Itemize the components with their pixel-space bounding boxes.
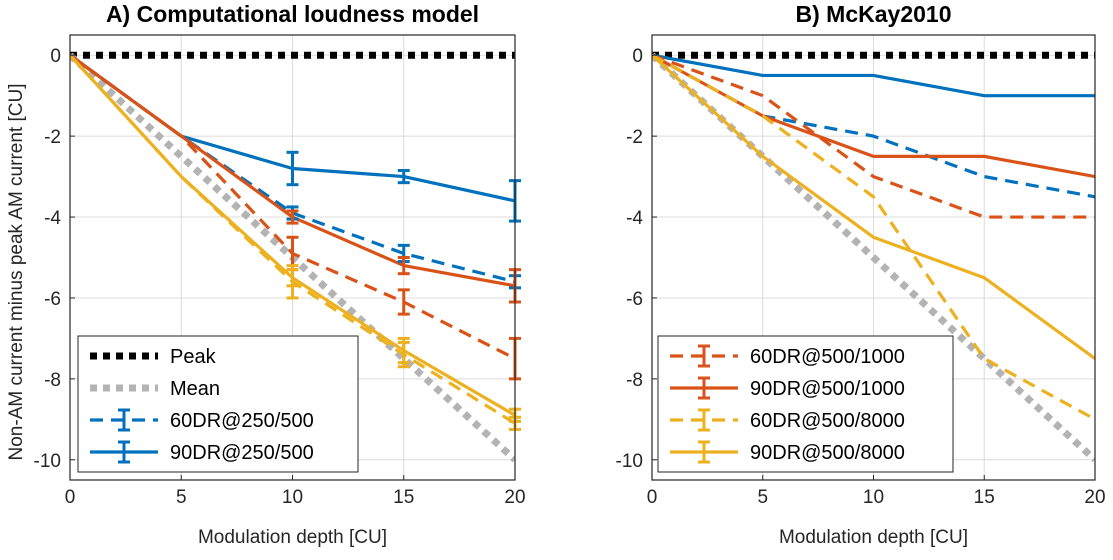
series-line-series-1 xyxy=(652,52,1095,463)
legend-label: 60DR@500/8000 xyxy=(750,410,905,432)
series-line-series-2 xyxy=(652,53,1095,98)
chart-panel-B: 0 5 10 15 20 0 -2 -4 -6 -8 -10 B) McKay2010 Modulati… xyxy=(616,1,1106,548)
y-tick-label: -2 xyxy=(626,127,643,148)
x-tick-label: 10 xyxy=(282,487,303,508)
chart-title: B) McKay2010 xyxy=(796,1,952,27)
y-tick-label: 0 xyxy=(632,46,643,67)
error-bar xyxy=(286,268,299,288)
chart-title: A) Computational loudness model xyxy=(106,1,479,27)
legend: 60DR@500/1000 90DR@500/1000 60DR@500/8000 9… xyxy=(657,335,954,473)
x-tick-label: 0 xyxy=(65,487,76,508)
legend-label: 60DR@500/1000 xyxy=(750,346,905,368)
y-tick-label: -10 xyxy=(616,451,643,472)
legend-label: Mean xyxy=(170,378,220,400)
legend-label: 90DR@500/8000 xyxy=(750,442,905,464)
series-line-60DR@500/8000 xyxy=(652,53,1095,421)
y-tick-label: -8 xyxy=(626,370,643,391)
error-bar xyxy=(286,150,299,187)
legend-box xyxy=(657,335,954,473)
x-tick-label: 0 xyxy=(647,487,658,508)
x-tick-label: 15 xyxy=(974,487,995,508)
error-bar xyxy=(286,209,299,225)
y-tick-label: -8 xyxy=(44,370,61,391)
y-tick-label: -6 xyxy=(626,289,643,310)
x-axis-label: Modulation depth [CU] xyxy=(779,527,968,548)
error-bar xyxy=(397,169,410,185)
error-bar xyxy=(397,256,410,276)
series-line-90DR@500/8000 xyxy=(652,54,1095,360)
x-tick-label: 5 xyxy=(757,487,768,508)
y-tick-label: 0 xyxy=(50,46,61,67)
y-tick-label: -6 xyxy=(44,289,61,310)
series-line-60DR@500/1000 xyxy=(652,53,1095,219)
x-tick-label: 20 xyxy=(1084,487,1105,508)
y-tick-label: -2 xyxy=(44,127,61,148)
x-tick-label: 15 xyxy=(393,487,414,508)
figure-ylabel: Non-AM current minus peak AM current [CU… xyxy=(6,84,27,461)
legend-label: Peak xyxy=(170,346,217,368)
y-tick-label: -10 xyxy=(34,451,61,472)
legend-label: 90DR@500/1000 xyxy=(750,378,905,400)
y-tick-label: -4 xyxy=(626,208,643,229)
y-tick-label: -4 xyxy=(44,208,61,229)
chart-panel-A: 0 5 10 15 20 0 -2 -4 -6 -8 -10 A) Computational lou… xyxy=(34,1,526,548)
x-tick-label: 10 xyxy=(863,487,884,508)
legend-label: 90DR@250/500 xyxy=(170,442,314,464)
error-bar xyxy=(397,336,410,365)
x-axis-label: Modulation depth [CU] xyxy=(198,527,387,548)
plot-area xyxy=(652,51,1095,463)
legend: Peak Mean 60DR@250/500 90DR@250/500 xyxy=(77,335,359,473)
error-bar xyxy=(397,288,410,316)
x-tick-label: 20 xyxy=(504,487,525,508)
x-tick-label: 5 xyxy=(176,487,187,508)
legend-label: 60DR@250/500 xyxy=(170,410,314,432)
